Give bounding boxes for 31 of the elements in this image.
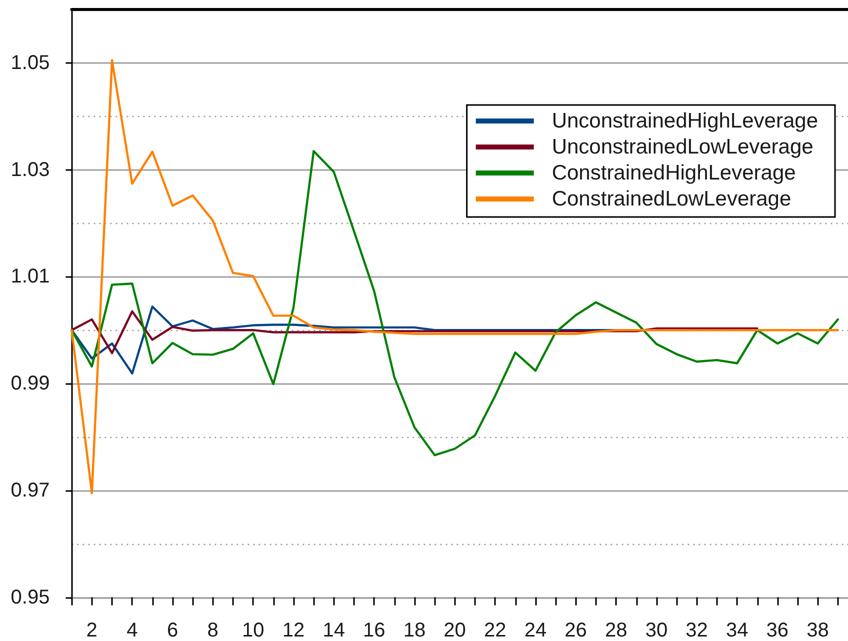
x-tick-label: 12 <box>282 619 305 641</box>
x-tick-label: 6 <box>166 619 178 641</box>
x-tick-label: 30 <box>645 619 668 641</box>
x-tick-label: 38 <box>806 619 829 641</box>
x-tick-label: 10 <box>242 619 264 641</box>
x-tick-label: 32 <box>686 619 708 641</box>
x-tick-label: 28 <box>604 619 628 641</box>
x-tick-label: 8 <box>207 619 218 641</box>
line-series <box>70 310 758 354</box>
y-tick-label: 1.01 <box>10 266 50 288</box>
x-tick-label: 24 <box>524 619 547 641</box>
x-tick-label: 4 <box>126 619 138 641</box>
x-tick-label: 26 <box>564 619 587 641</box>
legend-label: ConstrainedLowLeverage <box>552 188 792 210</box>
y-tick-label: 0.99 <box>10 372 50 395</box>
legend-label: UnconstrainedHighLeverage <box>552 110 818 132</box>
x-tick-label: 16 <box>363 619 386 641</box>
x-tick-label: 2 <box>86 619 98 641</box>
y-tick-label: 1.03 <box>10 158 50 181</box>
y-tick-label: 0.97 <box>10 479 50 502</box>
x-tick-label: 36 <box>766 619 789 641</box>
x-tick-label: 18 <box>403 619 426 641</box>
x-tick-label: 34 <box>726 619 748 641</box>
legend-label: UnconstrainedLowLeverage <box>552 136 814 158</box>
line-series <box>70 59 840 494</box>
y-tick-label: 1.05 <box>10 52 50 74</box>
x-tick-label: 20 <box>444 619 466 641</box>
x-tick-label: 14 <box>322 619 345 641</box>
legend-label: ConstrainedHighLeverage <box>552 162 796 184</box>
y-tick-label: 0.95 <box>10 586 50 608</box>
x-tick-label: 22 <box>484 619 506 641</box>
